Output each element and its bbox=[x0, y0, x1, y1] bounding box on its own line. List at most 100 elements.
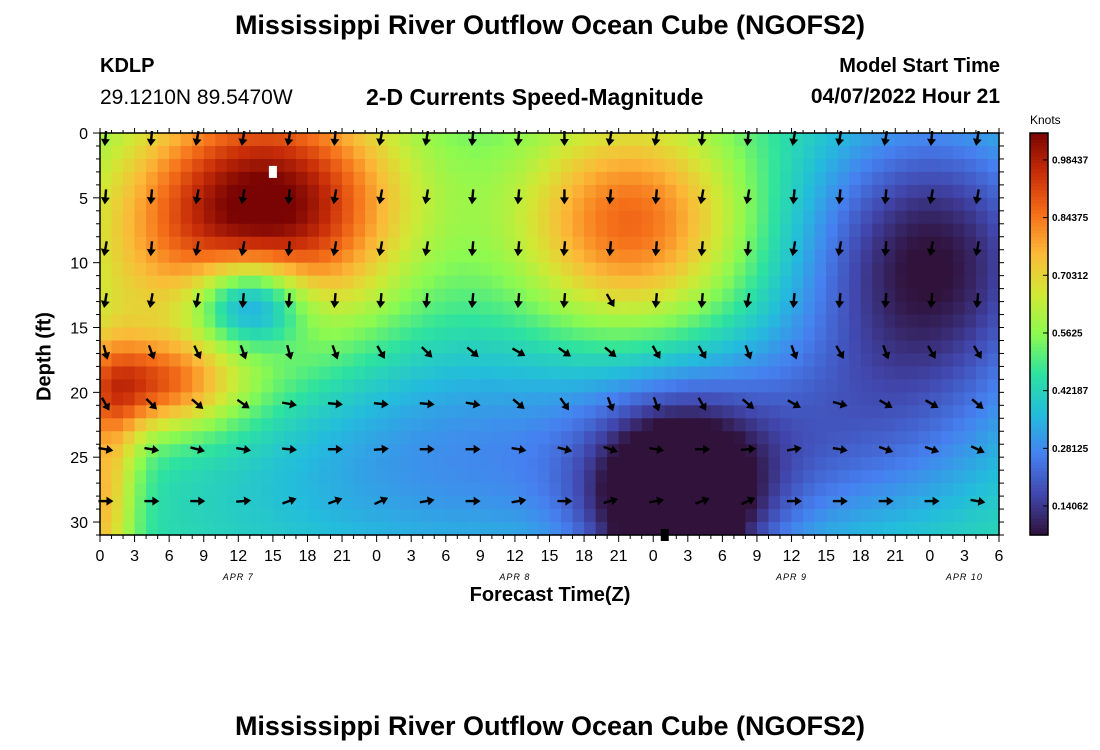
heatmap-cell bbox=[733, 496, 747, 510]
heatmap-cell bbox=[180, 314, 193, 329]
heatmap-cell bbox=[537, 145, 551, 160]
heatmap-cell bbox=[676, 522, 689, 536]
heatmap-cell bbox=[157, 366, 170, 380]
heatmap-cell bbox=[745, 418, 758, 432]
heatmap-cell bbox=[826, 327, 839, 342]
colorbar-segment bbox=[1030, 220, 1048, 225]
heatmap-cell bbox=[526, 340, 539, 355]
vector-head bbox=[565, 496, 573, 506]
heatmap-cell bbox=[699, 223, 712, 238]
heatmap-cell bbox=[388, 301, 401, 316]
heatmap-cell bbox=[249, 197, 262, 212]
current-vector-arrow bbox=[697, 345, 707, 359]
heatmap-cell bbox=[791, 158, 804, 173]
heatmap-cell bbox=[849, 522, 862, 536]
heatmap-cell bbox=[630, 509, 643, 523]
heatmap-cell bbox=[814, 262, 827, 277]
heatmap-cell bbox=[180, 353, 193, 368]
heatmap-cell bbox=[872, 379, 885, 393]
vector-head bbox=[835, 196, 845, 205]
heatmap-cell bbox=[411, 171, 424, 186]
heatmap-cell bbox=[768, 314, 781, 329]
heatmap-cell bbox=[803, 431, 816, 445]
heatmap-cell bbox=[964, 327, 977, 342]
heatmap-cell bbox=[952, 418, 966, 432]
current-vector-arrow bbox=[970, 496, 986, 506]
heatmap-cell bbox=[422, 210, 435, 225]
heatmap-cell bbox=[192, 457, 205, 471]
heatmap-cell bbox=[157, 223, 170, 238]
heatmap-cell bbox=[272, 197, 286, 212]
heatmap-cell bbox=[365, 158, 378, 173]
heatmap-cell bbox=[503, 184, 516, 199]
heatmap-cell bbox=[295, 431, 309, 445]
heatmap-cell bbox=[100, 158, 113, 173]
heatmap-cell bbox=[123, 353, 136, 368]
heatmap-cell bbox=[295, 236, 309, 251]
heatmap-cell bbox=[687, 262, 700, 277]
heatmap-cell bbox=[607, 327, 620, 342]
heatmap-cell bbox=[215, 236, 228, 251]
heatmap-cell bbox=[111, 288, 124, 303]
heatmap-cell bbox=[826, 353, 839, 368]
footer-title: Mississippi River Outflow Ocean Cube (NG… bbox=[234, 711, 866, 741]
heatmap-cell bbox=[676, 327, 689, 342]
heatmap-cell bbox=[295, 353, 309, 368]
vector-head bbox=[564, 445, 573, 454]
vector-head bbox=[100, 300, 110, 308]
heatmap-cell bbox=[803, 133, 816, 147]
vector-head bbox=[381, 444, 389, 454]
heatmap-cell bbox=[987, 483, 1000, 497]
heatmap-cell bbox=[526, 171, 539, 186]
heatmap-cell bbox=[722, 431, 735, 445]
heatmap-cell bbox=[445, 483, 458, 497]
heatmap-cell bbox=[457, 418, 470, 432]
heatmap-cell bbox=[826, 314, 839, 329]
heatmap-cell bbox=[791, 327, 804, 342]
heatmap-cell bbox=[272, 379, 286, 393]
heatmap-cell bbox=[491, 353, 504, 368]
heatmap-cell bbox=[733, 158, 747, 173]
heatmap-cell bbox=[169, 314, 182, 329]
vector-head bbox=[192, 138, 202, 146]
colorbar-segment bbox=[1030, 273, 1048, 278]
heatmap-cell bbox=[169, 405, 182, 419]
heatmap-cell bbox=[134, 223, 147, 238]
heatmap-cell bbox=[238, 379, 251, 393]
heatmap-cell bbox=[952, 197, 966, 212]
heatmap-cell bbox=[272, 340, 286, 355]
x-tick-label: 0 bbox=[649, 548, 658, 565]
heatmap-cell bbox=[100, 340, 113, 355]
heatmap-cell bbox=[572, 184, 585, 199]
heatmap-cell bbox=[445, 210, 458, 225]
heatmap-cell bbox=[480, 249, 493, 264]
heatmap-cell bbox=[146, 366, 159, 380]
heatmap-cell bbox=[491, 249, 504, 264]
heatmap-cell bbox=[330, 379, 343, 393]
heatmap-cell bbox=[929, 210, 942, 225]
heatmap-cell bbox=[388, 145, 401, 160]
current-vector-arrow bbox=[835, 189, 845, 205]
heatmap-cell bbox=[595, 171, 608, 186]
heatmap-cell bbox=[249, 314, 262, 329]
heatmap-cell bbox=[249, 236, 262, 251]
heatmap-cell bbox=[169, 223, 182, 238]
heatmap-cell bbox=[123, 301, 136, 316]
heatmap-cell bbox=[169, 470, 182, 484]
current-vector-arrow bbox=[376, 293, 386, 309]
current-vector-arrow bbox=[466, 346, 479, 358]
heatmap-cell bbox=[468, 275, 481, 290]
heatmap-cell bbox=[687, 431, 700, 445]
heatmap-cell bbox=[272, 133, 286, 147]
heatmap-cell bbox=[630, 444, 643, 458]
heatmap-cell bbox=[745, 483, 758, 497]
heatmap-cell bbox=[388, 133, 401, 147]
vector-head bbox=[972, 300, 982, 309]
heatmap-cell bbox=[134, 275, 147, 290]
heatmap-cell bbox=[595, 379, 608, 393]
heatmap-cell bbox=[860, 301, 873, 316]
heatmap-cell bbox=[952, 509, 966, 523]
heatmap-cell bbox=[929, 470, 942, 484]
heatmap-cell bbox=[284, 210, 297, 225]
current-vector-arrow bbox=[927, 345, 936, 359]
